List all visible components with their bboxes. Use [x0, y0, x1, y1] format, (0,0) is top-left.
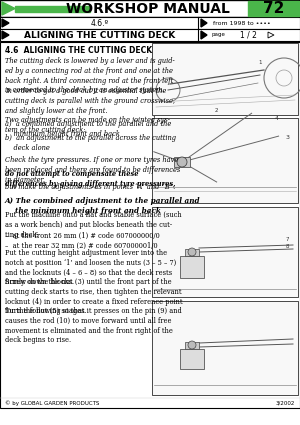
Text: 4: 4: [275, 116, 279, 121]
Polygon shape: [2, 31, 9, 39]
Polygon shape: [201, 31, 207, 39]
Text: a)  a combined adjustment to the parallel and the
    minimum height front and b: a) a combined adjustment to the parallel…: [5, 120, 171, 138]
Circle shape: [188, 248, 196, 256]
Text: The cutting deck is lowered by a lever and is guid-
ed by a connecting rod at th: The cutting deck is lowered by a lever a…: [5, 57, 175, 94]
Text: In order to get a good cut it is essential that the
cutting deck is parallel wit: In order to get a good cut it is essenti…: [5, 87, 175, 134]
Circle shape: [188, 341, 196, 349]
Text: 1: 1: [258, 60, 262, 65]
Polygon shape: [2, 19, 9, 27]
Bar: [180, 349, 204, 369]
Circle shape: [177, 157, 187, 167]
Text: 8: 8: [286, 244, 290, 249]
Text: 4.6  ALIGNING THE CUTTING DECK: 4.6 ALIGNING THE CUTTING DECK: [5, 46, 152, 55]
Polygon shape: [201, 19, 207, 27]
Text: 72: 72: [263, 1, 285, 16]
Bar: [152, 43, 298, 115]
Text: Check the tyre pressures. If one or more tyres have
been replaced and there are : Check the tyre pressures. If one or more…: [5, 156, 180, 184]
Text: 4.6.º: 4.6.º: [91, 19, 109, 28]
Text: Put the cutting height adjustment lever into the
notch at position ‘1’ and loose: Put the cutting height adjustment lever …: [5, 249, 176, 286]
Bar: [0, 29, 300, 41]
Bar: [0, 0, 300, 17]
Bar: [0, 17, 300, 29]
Bar: [15, 6, 90, 11]
Text: do not attempt to compensate these
differences by giving different tyre pressure: do not attempt to compensate these diffe…: [5, 170, 175, 188]
Text: b)  an adjustment to the parallel across the cutting
    deck alone: b) an adjustment to the parallel across …: [5, 134, 176, 152]
Bar: [152, 207, 298, 297]
Bar: [152, 301, 298, 395]
Text: page: page: [211, 31, 225, 37]
Text: ALIGNING THE CUTTING DECK: ALIGNING THE CUTTING DECK: [24, 31, 176, 40]
Text: –  at the front 26 mm (1) # code 607000000/0
–  at the rear 32 mm (2) # code 607: – at the front 26 mm (1) # code 60700000…: [5, 232, 160, 250]
Text: but make the adjustments as in points “A” and “B”.: but make the adjustments as in points “A…: [5, 183, 175, 191]
Bar: [248, 1, 299, 16]
Text: 2: 2: [215, 108, 218, 113]
Text: Turn the nut (5) so that it presses on the pin (9) and
causes the rod (10) to mo: Turn the nut (5) so that it presses on t…: [5, 307, 182, 344]
Text: from 1998 to ••••: from 1998 to ••••: [213, 20, 271, 26]
Text: 1 / 2: 1 / 2: [240, 31, 256, 40]
Polygon shape: [185, 249, 199, 256]
Text: 3/2002: 3/2002: [276, 400, 295, 405]
Bar: [152, 118, 298, 203]
Text: WORKSHOP MANUAL: WORKSHOP MANUAL: [66, 2, 230, 15]
Text: Put the machine onto a flat and stable surface (such
as a work bench) and put bl: Put the machine onto a flat and stable s…: [5, 211, 181, 238]
Text: 7: 7: [286, 237, 290, 242]
Text: A) The combined adjustment to the parallel and
    the minimum height front and : A) The combined adjustment to the parall…: [5, 197, 201, 215]
Bar: [0, 42, 300, 408]
Polygon shape: [174, 157, 190, 167]
Polygon shape: [185, 342, 199, 349]
Text: Screw down the nut (3) until the front part of the
cutting deck starts to rise, : Screw down the nut (3) until the front p…: [5, 278, 183, 315]
Bar: [180, 256, 204, 278]
Text: © by GLOBAL GARDEN PRODUCTS: © by GLOBAL GARDEN PRODUCTS: [5, 400, 99, 406]
Text: 3: 3: [286, 135, 290, 140]
Polygon shape: [2, 2, 15, 15]
